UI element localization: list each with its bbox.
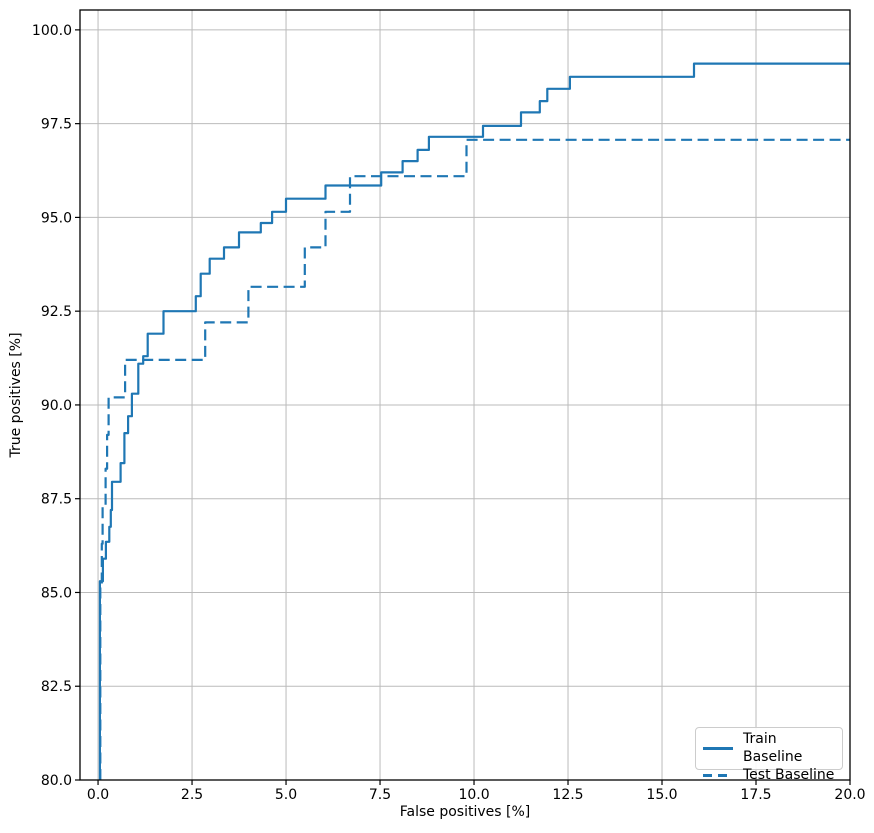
legend-label-train: Train Baseline [743, 731, 803, 765]
x-tick-label: 12.5 [552, 787, 583, 803]
plot-border [79, 9, 851, 781]
legend: Train Baseline Test Baseline [695, 727, 843, 783]
test-line-sample-icon [703, 773, 733, 777]
y-tick-label: 97.5 [41, 117, 72, 133]
x-tick-label: 0.0 [87, 787, 109, 803]
x-tick-label: 2.5 [181, 787, 203, 803]
test-baseline-line [99, 138, 850, 780]
y-tick-label: 90.0 [41, 398, 72, 414]
x-axis-label: False positives [%] [399, 804, 531, 820]
x-tick-label: 17.5 [740, 787, 771, 803]
y-tick-label: 92.5 [41, 304, 72, 320]
x-tick-label: 5.0 [275, 787, 297, 803]
x-tick-label: 10.0 [458, 787, 489, 803]
y-tick-label: 82.5 [41, 679, 72, 695]
x-tick-label: 15.0 [646, 787, 677, 803]
y-tick-label: 100.0 [32, 23, 72, 39]
x-tick-label: 7.5 [369, 787, 391, 803]
train-line-sample-icon [703, 746, 733, 750]
y-tick-label: 80.0 [41, 773, 72, 789]
y-tick-label: 85.0 [41, 585, 72, 601]
legend-label-test: Test Baseline [743, 767, 835, 783]
y-tick-label: 95.0 [41, 210, 72, 226]
legend-entry-train: Train Baseline [703, 730, 835, 766]
y-tick-label: 87.5 [41, 492, 72, 508]
y-axis-label: True positives [%] [8, 332, 24, 458]
legend-entry-test: Test Baseline [703, 766, 835, 784]
x-tick-label: 20.0 [834, 787, 865, 803]
train-baseline-line [98, 62, 850, 780]
